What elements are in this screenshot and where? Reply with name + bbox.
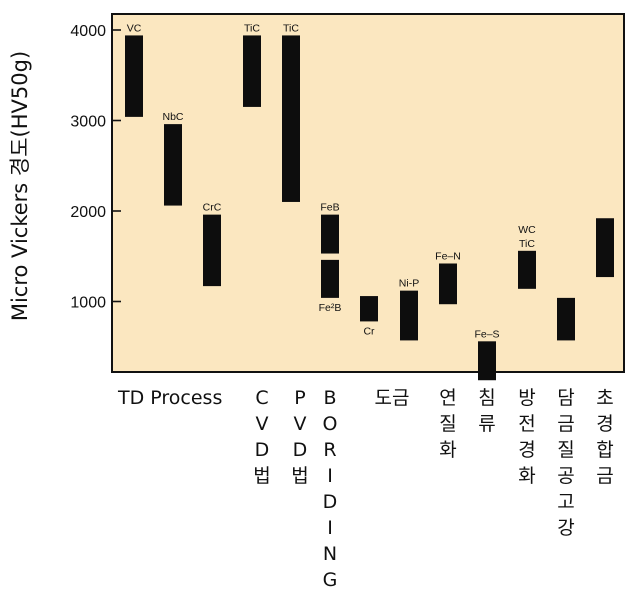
bar-label: Ni-P <box>399 278 419 290</box>
category-label-char: R <box>323 439 336 461</box>
category-label-char: 초 <box>596 387 613 409</box>
category-label-char: 침 <box>478 387 495 409</box>
range-bar <box>557 297 575 341</box>
y-tick-label: 2000 <box>70 204 106 221</box>
range-bar <box>321 259 339 298</box>
category-label-char: 금 <box>557 413 574 435</box>
category-label-char: P <box>294 387 305 409</box>
range-bar <box>596 218 614 278</box>
category-label-char: 질 <box>439 413 456 435</box>
category-label-char: 전 <box>518 413 535 435</box>
category-label: 도금 <box>375 387 410 409</box>
category-label-char: I <box>327 465 333 487</box>
y-tick-label: 1000 <box>70 295 106 312</box>
category-label-char: D <box>323 491 338 513</box>
bar-labels-layer: VC NbC CrC TiC TiC FeB Fe²B Cr Ni-P Fe–N Fe–S WC TiC <box>127 22 536 340</box>
bar-label: Fe²B <box>319 302 342 314</box>
range-bar <box>125 35 143 117</box>
y-tick-label: 3000 <box>70 114 106 131</box>
bar-label: NbC <box>162 111 183 123</box>
category-label-char: O <box>323 413 338 435</box>
bar-label: Fe–S <box>474 328 499 340</box>
category-label-char: 방 <box>518 387 535 409</box>
range-bar <box>164 124 182 206</box>
category-label-char: 경 <box>518 439 535 461</box>
category-label-char: 법 <box>291 465 308 487</box>
category-label: 침류 <box>478 387 495 435</box>
category-label-char: 경 <box>596 413 613 435</box>
y-axis-label: Micro Vickers 경도(HV50g) <box>8 51 32 321</box>
category-label-char: 류 <box>478 413 495 435</box>
range-bar <box>478 341 496 381</box>
category-label-char: 합 <box>596 439 613 461</box>
range-bar <box>282 35 300 202</box>
range-bar <box>400 290 418 341</box>
bar-label: FeB <box>320 202 339 214</box>
y-axis: 1000 2000 3000 4000 <box>70 23 121 312</box>
category-label-char: 공 <box>557 465 574 487</box>
bar-label: Fe–N <box>435 250 461 262</box>
category-label-char: C <box>255 387 268 409</box>
category-label-char: 연 <box>439 387 456 409</box>
bar-label: Cr <box>363 325 375 337</box>
range-bar <box>360 296 378 322</box>
bars-layer <box>125 35 614 381</box>
category-label-char: 화 <box>518 465 535 487</box>
bar-label: VC <box>127 22 142 34</box>
category-label-char: V <box>294 413 307 435</box>
category-label-char: N <box>323 543 337 565</box>
range-bar <box>203 214 221 287</box>
category-label-char: 법 <box>253 465 270 487</box>
category-label-char: 담 <box>557 387 574 409</box>
bar-label: CrC <box>203 202 222 214</box>
range-bar <box>321 214 339 254</box>
range-bar <box>243 35 261 107</box>
bar-label: WC <box>518 224 536 236</box>
category-label-char: 고 <box>557 491 574 513</box>
category-label: 연질화 <box>439 387 456 461</box>
category-label: TD Process <box>117 387 222 409</box>
category-label-char: G <box>323 569 338 591</box>
range-bar <box>518 250 536 289</box>
y-tick-label: 4000 <box>70 23 106 40</box>
category-label-char: B <box>323 387 336 409</box>
bar-label: TiC <box>519 238 535 250</box>
category-label-char: 금 <box>596 465 613 487</box>
bar-label: TiC <box>283 22 299 34</box>
category-label-char: 화 <box>439 439 456 461</box>
category-label-char: V <box>256 413 269 435</box>
category-label-char: I <box>327 517 333 539</box>
category-label-char: D <box>255 439 270 461</box>
category-label-char: D <box>293 439 308 461</box>
category-label-char: 강 <box>557 517 574 539</box>
category-label-char: 질 <box>557 439 574 461</box>
range-bar <box>439 263 457 305</box>
bar-label: TiC <box>244 22 260 34</box>
